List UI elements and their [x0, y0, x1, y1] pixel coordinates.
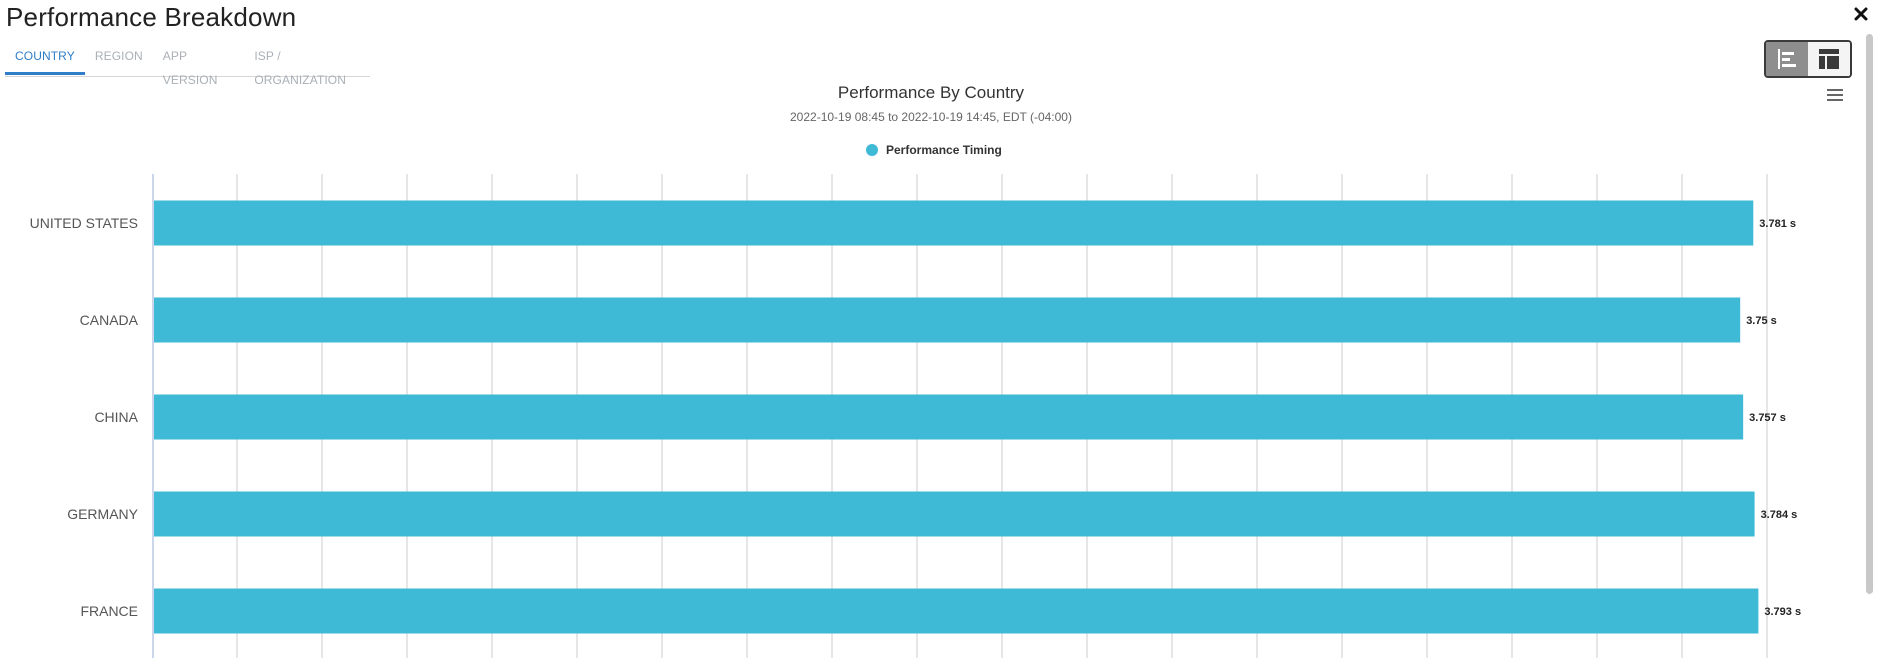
data-label: 3.781 s [1759, 218, 1796, 230]
data-label: 3.757 s [1749, 412, 1786, 424]
chart-view-button[interactable] [1766, 42, 1808, 76]
hamburger-menu-icon [1827, 89, 1843, 101]
category-label: GERMANY [67, 506, 138, 522]
legend-label: Performance Timing [886, 143, 1002, 157]
close-button[interactable] [1850, 3, 1872, 25]
chart-legend-item[interactable]: Performance Timing [866, 142, 1002, 158]
bar[interactable] [154, 394, 1744, 440]
close-icon [1854, 7, 1868, 21]
data-label: 3.75 s [1746, 315, 1777, 327]
chart-menu-button[interactable] [1826, 86, 1844, 104]
category-label: CANADA [80, 312, 139, 328]
category-label: UNITED STATES [30, 215, 138, 231]
category-label: CHINA [94, 409, 138, 425]
bar-chart-icon [1778, 49, 1796, 69]
bar[interactable] [154, 200, 1754, 246]
page-title: Performance Breakdown [6, 2, 297, 32]
bar-chart: UNITED STATES 3.781 s CANADA 3.75 s CHINA 3.7… [30, 174, 1801, 658]
breakdown-tabs: COUNTRY REGION APP VERSION ISP / ORGANIZ… [5, 44, 370, 87]
bar[interactable] [154, 588, 1759, 634]
chart-title: Performance By Country [837, 83, 1025, 102]
tab-isp-organization[interactable]: ISP / ORGANIZATION [254, 49, 347, 87]
bar[interactable] [154, 491, 1755, 537]
bar[interactable] [154, 297, 1741, 343]
table-layout-icon [1819, 49, 1839, 69]
vertical-scrollbar[interactable] [1866, 34, 1873, 594]
data-label: 3.793 s [1764, 606, 1801, 618]
tab-region[interactable]: REGION [94, 49, 143, 63]
category-label: FRANCE [80, 603, 138, 619]
tab-app-version[interactable]: APP VERSION [162, 49, 218, 87]
table-view-button[interactable] [1808, 42, 1850, 76]
data-label: 3.784 s [1761, 509, 1798, 521]
view-toggle [1764, 40, 1852, 78]
legend-marker [866, 144, 878, 156]
tab-country[interactable]: COUNTRY [5, 44, 85, 75]
chart-subtitle: 2022-10-19 08:45 to 2022-10-19 14:45, ED… [790, 110, 1072, 124]
